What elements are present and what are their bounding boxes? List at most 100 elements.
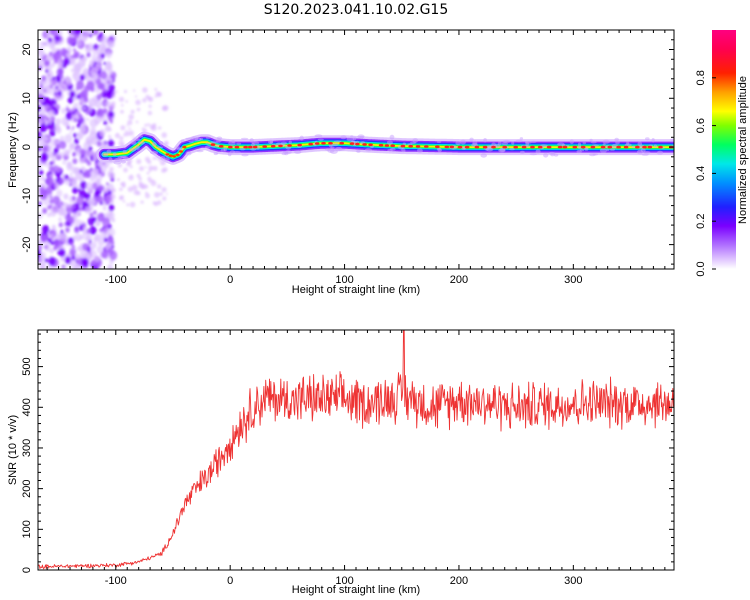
y-tick-label: 500 — [21, 357, 33, 375]
noise-blob — [135, 120, 139, 124]
y-tick-label: 300 — [21, 439, 33, 457]
noise-blob — [110, 194, 116, 200]
noise-blob — [97, 212, 105, 222]
spectrogram-x-axis-title: Height of straight line (km) — [292, 284, 420, 296]
snr-plot — [38, 330, 674, 570]
noise-blob — [134, 95, 138, 98]
ridge-halo-blob — [223, 146, 227, 152]
ridge-halo-blob — [196, 149, 204, 153]
noise-blob — [97, 237, 106, 246]
ridge-halo-blob — [480, 153, 488, 158]
noise-blob — [114, 133, 120, 139]
noise-blob — [66, 104, 69, 108]
ridge-halo-blob — [609, 148, 616, 151]
noise-blob — [89, 212, 94, 218]
ridge-peak-dot — [623, 145, 629, 149]
noise-blob — [84, 169, 92, 179]
y-tick-label: 400 — [21, 398, 33, 416]
noise-blob — [99, 201, 103, 206]
ridge-halo-blob — [469, 137, 474, 142]
noise-blob — [74, 226, 80, 234]
noise-blob — [111, 240, 115, 245]
noise-blob — [96, 178, 101, 183]
noise-blob — [61, 107, 67, 114]
noise-blob — [126, 124, 129, 127]
ridge-halo-blob — [135, 145, 140, 151]
ridge-halo-blob — [101, 152, 109, 157]
noise-blob — [142, 98, 147, 103]
ridge-peak-dot — [175, 153, 180, 157]
noise-blob — [65, 227, 70, 233]
noise-blob — [52, 195, 61, 205]
noise-blob — [136, 158, 142, 165]
ridge-halo-blob — [156, 146, 164, 149]
noise-blob — [97, 73, 102, 78]
noise-blob — [51, 30, 59, 37]
noise-blob — [144, 156, 150, 162]
noise-blob — [94, 99, 102, 109]
ridge-halo-blob — [205, 142, 212, 145]
noise-blob — [154, 156, 158, 160]
ridge-halo-blob — [387, 148, 393, 152]
ridge-halo-blob — [436, 140, 442, 143]
noise-blob — [130, 109, 135, 114]
noise-blob — [44, 40, 50, 47]
noise-blob — [122, 200, 126, 203]
noise-blob — [94, 115, 102, 124]
ridge-halo-blob — [455, 141, 461, 146]
ridge-peak-dot — [513, 145, 518, 149]
ridge-halo-blob — [606, 148, 610, 152]
ridge-halo-blob — [460, 139, 466, 145]
ridge-halo-blob — [256, 144, 260, 150]
ridge-halo-blob — [553, 153, 559, 157]
noise-blob — [58, 217, 62, 222]
ridge-halo-blob — [569, 139, 574, 145]
noise-blob — [78, 106, 83, 112]
ridge-peak-dot — [314, 142, 320, 145]
noise-blob — [86, 228, 91, 234]
ridge-halo-blob — [138, 135, 144, 138]
ridge-peak-dot — [600, 145, 606, 149]
noise-blob — [51, 160, 55, 165]
y-tick-label: -10 — [21, 188, 33, 204]
ridge-halo-blob — [205, 136, 211, 139]
noise-blob — [55, 143, 61, 150]
ridge-halo-blob — [163, 157, 170, 162]
ridge-halo-blob — [670, 138, 674, 141]
ridge-halo-blob — [577, 142, 582, 148]
ridge-peak-dot — [616, 145, 621, 149]
noise-blob — [61, 265, 65, 269]
noise-blob — [73, 51, 80, 59]
x-tick-label: 300 — [564, 575, 582, 587]
signal-ridge — [96, 131, 674, 165]
noise-blob — [76, 123, 81, 129]
ridge-peak-dot — [464, 145, 470, 149]
ridge-peak-dot — [248, 145, 253, 149]
noise-blob — [108, 134, 112, 139]
ridge-halo-blob — [133, 138, 141, 142]
noise-blob — [64, 174, 69, 180]
ridge-halo-blob — [314, 134, 323, 138]
ridge-peak-dot — [502, 145, 508, 149]
ridge-peak-dot — [362, 143, 367, 146]
noise-blob — [103, 61, 107, 65]
ridge-halo-blob — [602, 143, 606, 146]
noise-blob — [100, 79, 105, 84]
noise-blob — [55, 166, 61, 173]
ridge-halo-blob — [636, 149, 644, 155]
noise-blob — [74, 253, 80, 260]
ridge-halo-blob — [210, 141, 218, 144]
noise-blob — [71, 68, 74, 73]
noise-blob — [166, 192, 168, 195]
noise-blob — [99, 129, 106, 137]
ridge-halo-blob — [535, 149, 541, 154]
noise-blob — [89, 127, 97, 135]
ridge-peak-dot — [474, 145, 480, 149]
noise-blob — [119, 187, 123, 192]
noise-blob — [66, 161, 72, 168]
noise-blob — [41, 103, 49, 113]
ridge-halo-blob — [346, 137, 355, 142]
ridge-halo-blob — [497, 141, 502, 146]
noise-blob — [79, 148, 86, 156]
ridge-halo-blob — [330, 149, 338, 155]
